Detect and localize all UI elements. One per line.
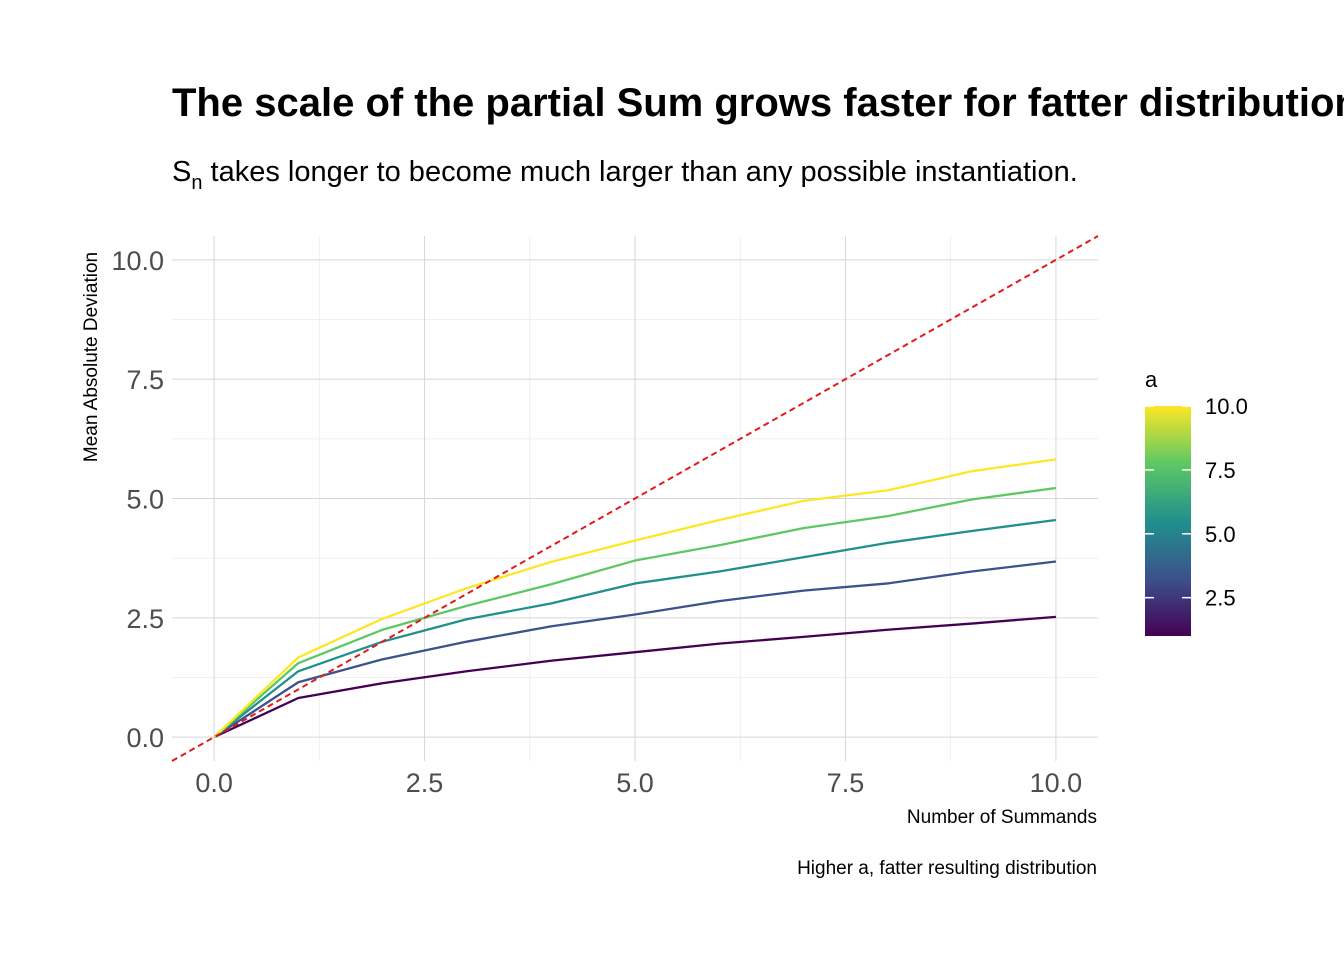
y-tick-label: 2.5 (126, 604, 164, 634)
chart-title: The scale of the partial Sum grows faste… (172, 81, 1344, 125)
series-line-a-5 (213, 518, 1057, 739)
series-line-a-7 (213, 486, 1057, 739)
color-legend: a 2.5 5.0 7.5 10.0 (1145, 367, 1248, 636)
y-tick-label: 0.0 (126, 723, 164, 753)
y-tick-label: 7.5 (126, 365, 164, 395)
y-tick-label: 5.0 (126, 485, 164, 515)
legend-colorbar (1145, 406, 1191, 636)
y-axis-title: Mean Absolute Deviation (81, 252, 102, 462)
subtitle-subscript: n (191, 172, 202, 194)
legend-break-label: 2.5 (1205, 586, 1236, 611)
plot-area: 0.0 2.5 5.0 7.5 10.0 0.0 2.5 5.0 7.5 10.0 (111, 235, 1099, 798)
x-tick-label: 5.0 (616, 768, 654, 798)
reference-line-y-equals-x (171, 235, 1099, 762)
subtitle-rest: takes longer to become much larger than … (202, 156, 1077, 188)
chart-caption: Higher a, fatter resulting distribution (797, 858, 1097, 879)
subtitle-main: S (172, 156, 191, 188)
x-tick-label: 10.0 (1030, 768, 1083, 798)
legend-break-label: 7.5 (1205, 458, 1236, 483)
x-tick-label: 0.0 (195, 768, 233, 798)
legend-title: a (1145, 367, 1158, 392)
series-line-a-1 (213, 615, 1057, 739)
y-tick-label: 10.0 (111, 246, 164, 276)
legend-break-label: 10.0 (1205, 394, 1248, 419)
chart-subtitle: Sn takes longer to become much larger th… (172, 156, 1078, 194)
legend-break-label: 5.0 (1205, 522, 1236, 547)
x-tick-label: 7.5 (827, 768, 865, 798)
x-axis-title: Number of Summands (907, 807, 1097, 828)
series-line-a-10 (213, 458, 1057, 738)
series-line-a-3 (213, 560, 1057, 739)
x-tick-label: 2.5 (406, 768, 444, 798)
